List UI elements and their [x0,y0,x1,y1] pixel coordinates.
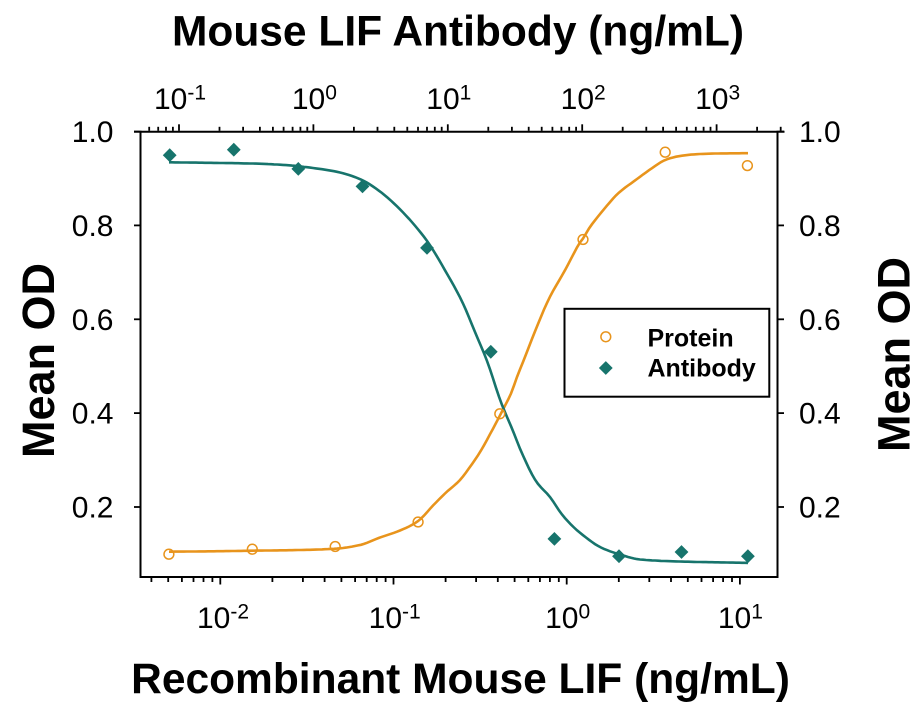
svg-text:0.2: 0.2 [72,492,114,525]
svg-text:1.0: 1.0 [72,116,114,149]
svg-text:0.2: 0.2 [799,492,841,525]
svg-text:0.4: 0.4 [72,398,114,431]
svg-text:Mean OD: Mean OD [13,263,64,458]
svg-text:Mean OD: Mean OD [869,257,917,452]
svg-text:0.6: 0.6 [799,304,841,337]
svg-text:0.4: 0.4 [799,398,841,431]
svg-text:Recombinant Mouse LIF (ng/mL): Recombinant Mouse LIF (ng/mL) [131,656,790,703]
svg-text:0.8: 0.8 [799,210,841,243]
svg-text:0.8: 0.8 [72,210,114,243]
svg-text:0.6: 0.6 [72,304,114,337]
svg-text:1.0: 1.0 [799,116,841,149]
svg-text:Antibody: Antibody [648,355,756,383]
svg-text:Mouse LIF Antibody (ng/mL): Mouse LIF Antibody (ng/mL) [172,9,744,56]
svg-text:Protein: Protein [648,324,734,352]
